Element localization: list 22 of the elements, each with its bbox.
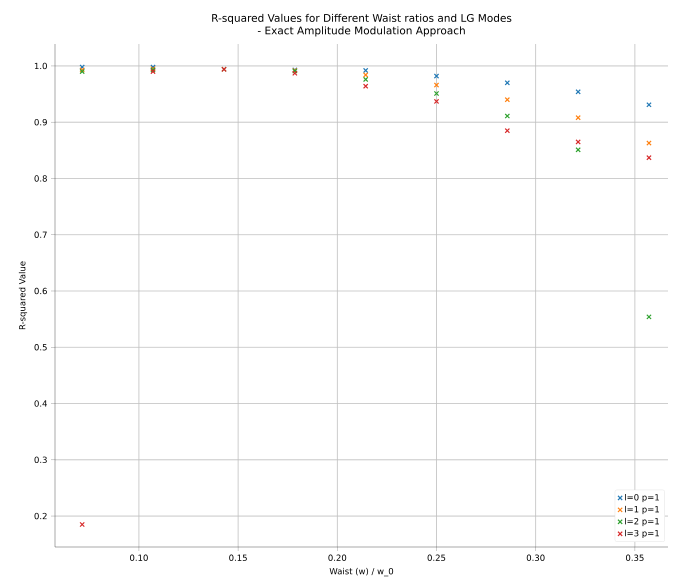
- y-tick-label: 0.4: [34, 400, 47, 407]
- chart-title: R-squared Values for Different Waist ratios and LG Modes - Exact Amplitude Modulation Approach: [212, 14, 512, 36]
- legend-label: l=1 p=1: [625, 506, 659, 514]
- y-tick-label: 0.7: [34, 232, 47, 238]
- legend-label: l=2 p=1: [625, 518, 659, 526]
- y-tick-label: 1.0: [34, 62, 47, 70]
- x-tick-label: 0.20: [328, 554, 346, 561]
- y-axis-title: R-squared Value: [18, 261, 28, 330]
- legend-label: l=3 p=1: [625, 530, 659, 538]
- x-axis-title: Waist (w) / w_0: [330, 568, 394, 576]
- x-tick-label: 0.35: [626, 554, 644, 561]
- y-tick-label: 0.6: [34, 288, 47, 294]
- y-tick-label: 0.3: [34, 456, 47, 464]
- x-tick-label: 0.10: [130, 554, 148, 561]
- x-tick-label: 0.25: [428, 554, 446, 561]
- y-tick-label: 0.2: [34, 512, 47, 520]
- y-tick-label: 0.8: [34, 175, 47, 182]
- legend-label: l=0 p=1: [625, 494, 659, 502]
- x-tick-label: 0.30: [526, 554, 545, 561]
- y-tick-label: 0.9: [34, 118, 47, 126]
- y-tick-label: 0.5: [34, 344, 47, 350]
- x-tick-label: 0.15: [229, 554, 247, 561]
